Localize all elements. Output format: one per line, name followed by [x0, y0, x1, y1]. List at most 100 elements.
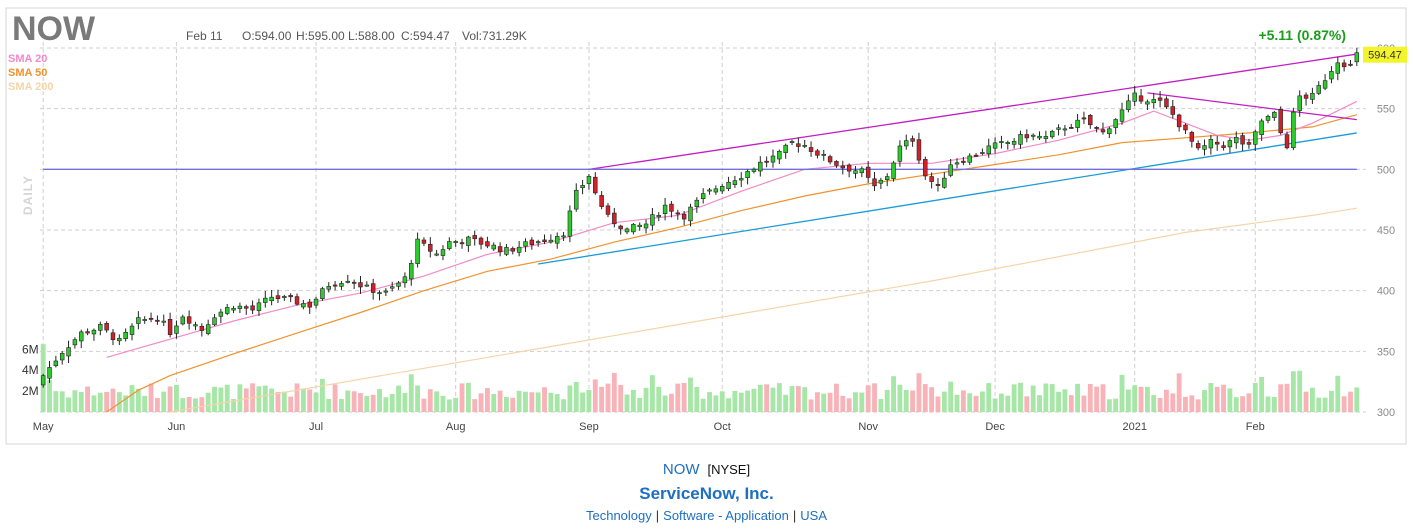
volume-bar	[269, 388, 275, 412]
volume-bar	[688, 377, 693, 412]
volume-bar	[897, 384, 903, 412]
candle-body	[1227, 140, 1233, 148]
volume-bar	[967, 393, 973, 412]
period-label: DAILY	[21, 175, 35, 215]
country-link[interactable]: USA	[800, 508, 828, 523]
candle-body	[713, 188, 719, 193]
candle-body	[916, 139, 922, 161]
candle-body	[935, 184, 941, 186]
volume-bar	[840, 395, 846, 412]
industry-link[interactable]: Software - Application	[663, 508, 789, 523]
month-tick-label: Dec	[985, 421, 1005, 433]
header-volume: Vol:731.29K	[462, 29, 527, 43]
volume-bar	[732, 390, 738, 412]
volume-bar	[243, 388, 249, 412]
volume-bar	[1176, 373, 1182, 412]
candle-body	[402, 276, 408, 284]
volume-bar	[675, 383, 681, 412]
legend-sma200: SMA 200	[8, 81, 53, 93]
candle-body	[574, 189, 579, 210]
candle-body	[1354, 52, 1360, 63]
lower-channel-trendline	[538, 132, 1357, 265]
volume-bar	[834, 383, 839, 412]
candle-body	[992, 142, 998, 149]
candle-body	[567, 210, 573, 237]
volume-bar	[738, 392, 744, 412]
price-chart-svg: 300350400450500550600MayJunJulAugSepOctN…	[5, 7, 1407, 445]
candle-body	[1259, 120, 1264, 136]
candle-body	[516, 246, 522, 253]
volume-bar	[307, 389, 313, 412]
volume-bar	[1170, 393, 1176, 412]
candle-body	[218, 311, 224, 317]
candle-body	[415, 238, 420, 264]
candle-body	[1100, 129, 1106, 133]
price-tick-label: 550	[1377, 104, 1395, 116]
volume-bar	[1265, 396, 1271, 412]
volume-bar	[935, 396, 941, 412]
candle-body	[472, 235, 477, 240]
volume-bar	[491, 394, 497, 412]
volume-bar	[59, 391, 65, 412]
candle-body	[1138, 95, 1144, 102]
month-tick-label: Jul	[309, 421, 323, 433]
candle-body	[485, 241, 490, 247]
candle-body	[580, 185, 585, 189]
volume-bar	[954, 394, 960, 412]
volume-bar	[808, 399, 814, 412]
volume-bar	[922, 384, 928, 412]
candle-body	[1322, 80, 1328, 89]
volume-bar	[1227, 388, 1233, 412]
month-tick-label: Sep	[579, 421, 599, 433]
candle-body	[783, 144, 788, 154]
candle-body	[840, 165, 846, 169]
candle-body	[237, 305, 243, 309]
candle-body	[726, 181, 731, 190]
volume-bar	[497, 390, 503, 412]
volume-bar	[757, 384, 763, 412]
sector-link[interactable]: Technology	[585, 508, 652, 523]
volume-bar	[174, 384, 179, 412]
volume-bar	[776, 383, 782, 412]
candle-body	[263, 297, 268, 303]
volume-bar	[542, 387, 547, 412]
candle-body	[478, 237, 484, 245]
volume-bar	[548, 392, 554, 412]
volume-bar	[231, 398, 236, 412]
volume-bar	[1087, 383, 1093, 412]
candle-body	[827, 156, 833, 163]
candle-body	[40, 375, 46, 386]
candle-body	[421, 239, 427, 244]
candle-body	[593, 176, 598, 194]
candle-body	[129, 325, 135, 335]
volume-bar	[1183, 396, 1188, 412]
candle-body	[719, 186, 725, 192]
ticker-symbol-link[interactable]: NOW	[662, 461, 700, 478]
candle-body	[389, 286, 395, 289]
company-name[interactable]: ServiceNow, Inc.	[639, 484, 774, 503]
candle-body	[1335, 62, 1341, 74]
candle-body	[1126, 100, 1131, 110]
candle-body	[796, 143, 801, 147]
volume-bar	[1214, 386, 1220, 412]
volume-bar	[1164, 389, 1169, 412]
volume-bar	[224, 384, 230, 412]
volume-bar	[389, 393, 395, 412]
price-tick-label: 400	[1377, 286, 1395, 298]
candle-body	[942, 177, 947, 188]
volume-bar	[611, 372, 617, 412]
chart-frame	[5, 7, 1407, 445]
volume-bar	[1341, 396, 1347, 412]
candle-body	[47, 367, 52, 379]
candle-body	[872, 178, 877, 187]
volume-bar	[434, 391, 440, 412]
volume-bar	[789, 386, 795, 412]
candle-body	[364, 284, 370, 287]
candle-body	[745, 171, 750, 178]
candle-body	[789, 141, 795, 143]
candle-body	[1030, 134, 1036, 137]
candle-body	[351, 281, 357, 284]
volume-bar	[1132, 385, 1138, 412]
volume-bar	[281, 391, 287, 412]
volume-bar	[142, 395, 148, 412]
